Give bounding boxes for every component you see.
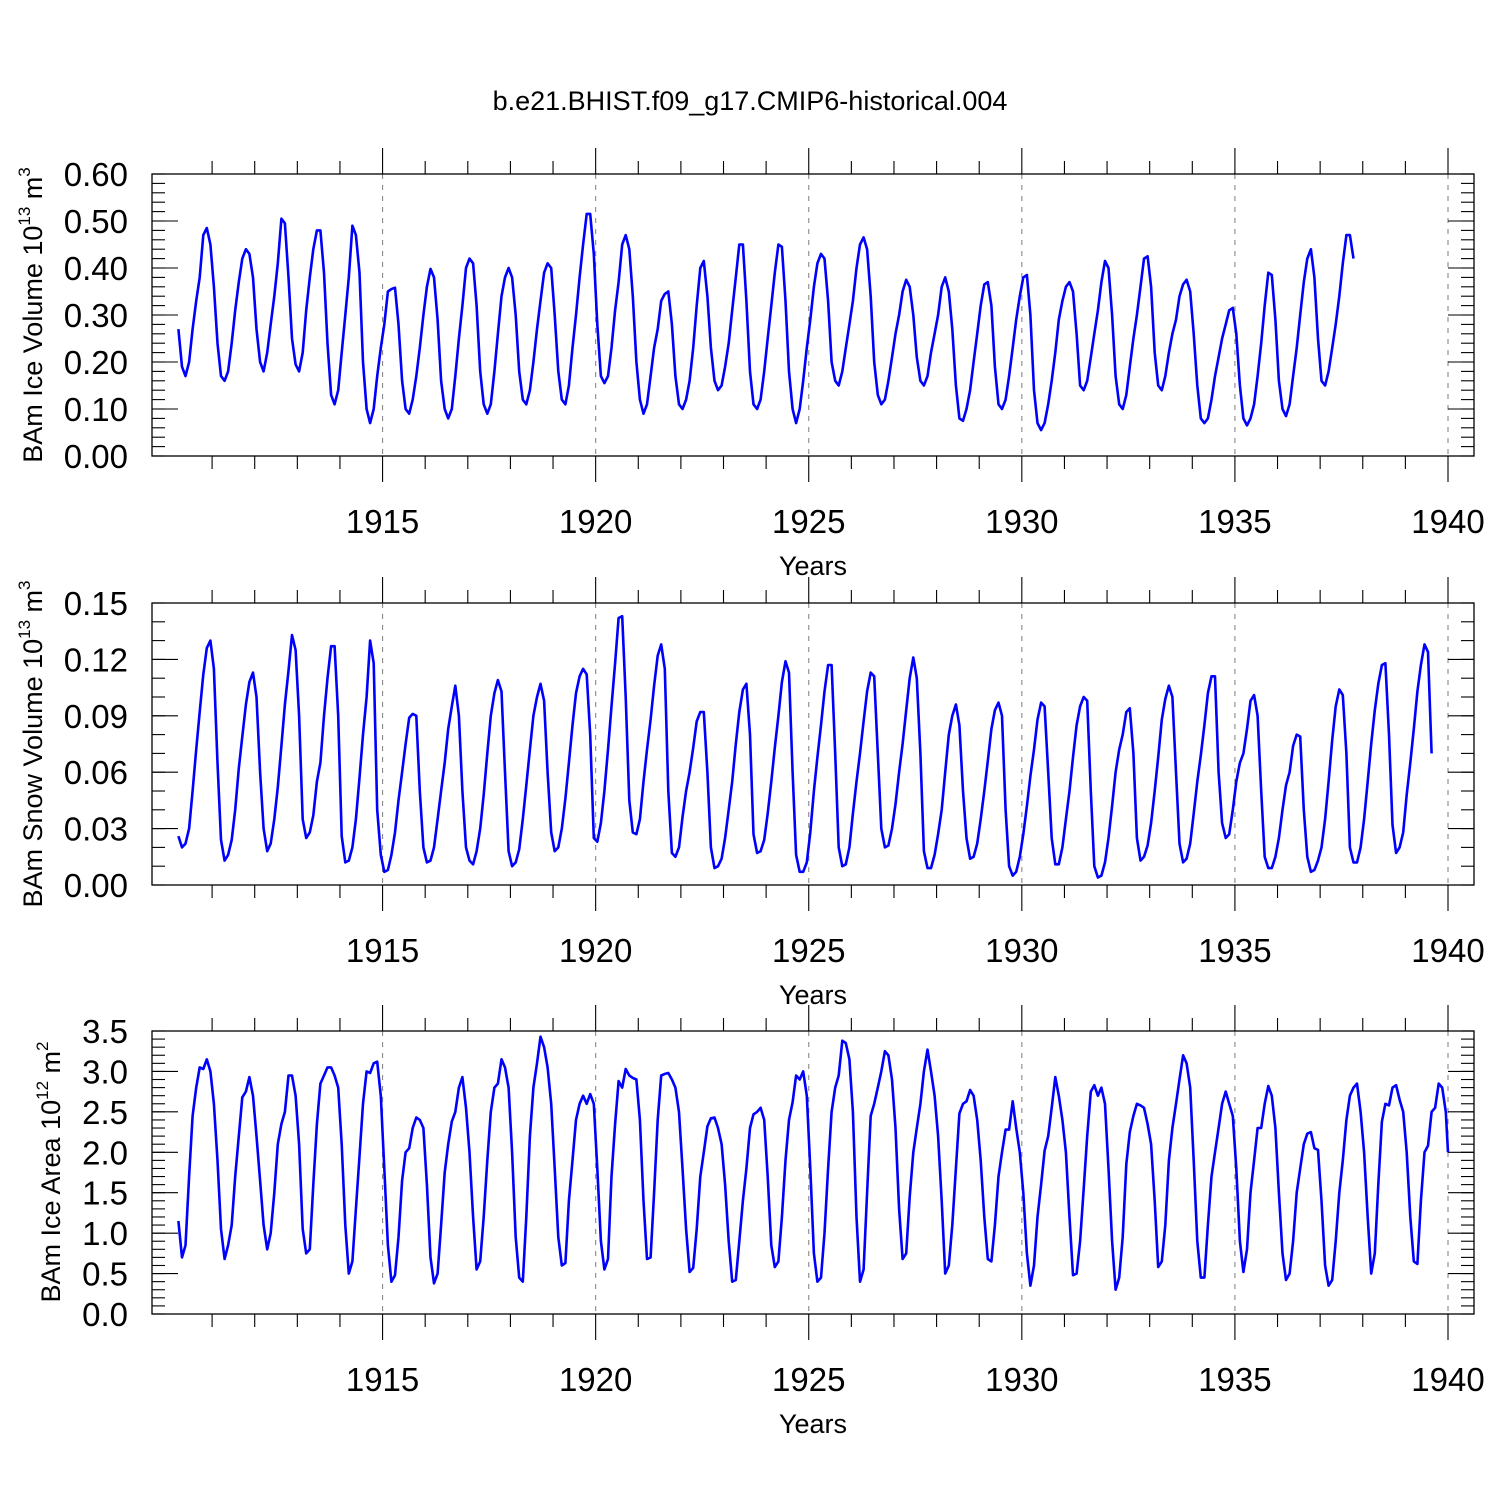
ice-volume-x-axis-label: Years <box>779 551 847 581</box>
ice-area-xtick-label: 1920 <box>559 1361 632 1398</box>
ice-area-y-axis-label-part: BAm Ice Area 10 <box>36 1100 66 1303</box>
ice-area-ytick-label: 0.5 <box>82 1256 128 1293</box>
ice-area-ytick-label: 3.0 <box>82 1053 128 1090</box>
figure-title: b.e21.BHIST.f09_g17.CMIP6-historical.004 <box>493 86 1008 116</box>
ice-area-series-line <box>177 1035 1450 1291</box>
ice-area-xtick-label: 1915 <box>346 1361 419 1398</box>
ice-area-xtick-label: 1935 <box>1198 1361 1271 1398</box>
ice-area-ytick-label: 2.0 <box>82 1134 128 1171</box>
ice-area-y-axis-label-part: m <box>36 1051 66 1081</box>
ice-area-plot-frame <box>151 1030 1475 1315</box>
snow-volume-y-axis-label: BAm Snow Volume 1013 m3 <box>15 580 48 907</box>
snow-volume-xtick-label: 1925 <box>772 932 845 969</box>
snow-volume-xtick-label: 1920 <box>559 932 632 969</box>
ice-volume-ytick-label: 0.50 <box>64 203 128 240</box>
snow-volume-xtick-label: 1930 <box>985 932 1058 969</box>
snow-volume-ytick-label: 0.00 <box>64 867 128 904</box>
snow-volume-y-axis-label-part: BAm Snow Volume 10 <box>18 639 48 908</box>
ice-area-x-axis-label: Years <box>779 1409 847 1439</box>
ice-volume-xtick-label: 1935 <box>1198 503 1271 540</box>
panels-container: 0.00 0.10 0.20 0.30 0.40 0.50 0.60 1915 1920 1925… <box>15 148 1485 1439</box>
snow-volume-plot-frame <box>151 602 1475 886</box>
snow-volume-y-axis-label-part: 13 <box>15 620 34 639</box>
ice-area-y-axis-label-part: 12 <box>33 1081 52 1100</box>
ice-volume-xtick-label: 1930 <box>985 503 1058 540</box>
ice-volume-ytick-label: 0.30 <box>64 297 128 334</box>
ice-volume-xtick-label: 1940 <box>1411 503 1484 540</box>
ice-volume-ytick-label: 0.60 <box>64 156 128 193</box>
ice-volume-xtick-label: 1925 <box>772 503 845 540</box>
ice-area-xtick-label: 1930 <box>985 1361 1058 1398</box>
snow-volume-y-axis-label-part: 3 <box>15 580 34 589</box>
snow-volume-ytick-label: 0.06 <box>64 754 128 791</box>
snow-volume-y-axis-label-part: m <box>18 590 48 620</box>
ice-area-panel: 0.00.5 1.01.5 2.02.5 3.03.5 1915 1920 1925 1930… <box>33 1005 1485 1439</box>
ice-volume-series-line <box>177 212 1355 432</box>
snow-volume-ytick-label: 0.15 <box>64 585 128 622</box>
snow-volume-xtick-label: 1940 <box>1411 932 1484 969</box>
ice-volume-ytick-label: 0.40 <box>64 250 128 287</box>
ice-volume-xtick-label: 1915 <box>346 503 419 540</box>
ice-volume-ytick-label: 0.20 <box>64 344 128 381</box>
ice-area-ytick-label: 2.5 <box>82 1094 128 1131</box>
ice-area-ytick-label: 0.0 <box>82 1296 128 1333</box>
ice-area-y-axis-label: BAm Ice Area 1012 m2 <box>33 1042 66 1303</box>
ice-volume-y-axis-label-part: 13 <box>15 207 34 226</box>
ice-volume-y-axis-label-part: 3 <box>15 167 34 176</box>
ice-area-ytick-label: 1.5 <box>82 1175 128 1212</box>
ice-area-xtick-label: 1925 <box>772 1361 845 1398</box>
snow-volume-series-line <box>177 614 1433 879</box>
ice-area-ytick-label: 1.0 <box>82 1215 128 1252</box>
ice-volume-y-axis-label: BAm Ice Volume 1013 m3 <box>15 167 48 463</box>
snow-volume-xtick-label: 1915 <box>346 932 419 969</box>
ice-volume-y-axis-label-part: BAm Ice Volume 10 <box>18 226 48 463</box>
snow-volume-panel: 0.00 0.03 0.06 0.09 0.12 0.15 1915 1920 1925 1930… <box>15 577 1485 1010</box>
ice-volume-y-axis-label-part: m <box>18 177 48 207</box>
ice-volume-panel: 0.00 0.10 0.20 0.30 0.40 0.50 0.60 1915 1920 1925… <box>15 148 1485 581</box>
ice-volume-ytick-label: 0.10 <box>64 391 128 428</box>
ice-area-ytick-label: 3.5 <box>82 1013 128 1050</box>
snow-volume-ytick-label: 0.03 <box>64 811 128 848</box>
ice-area-xtick-label: 1940 <box>1411 1361 1484 1398</box>
ice-volume-xtick-label: 1920 <box>559 503 632 540</box>
snow-volume-xtick-label: 1935 <box>1198 932 1271 969</box>
ice-volume-ytick-label: 0.00 <box>64 438 128 475</box>
ice-area-y-axis-label-part: 2 <box>33 1042 52 1051</box>
snow-volume-ytick-label: 0.12 <box>64 641 128 678</box>
snow-volume-ytick-label: 0.09 <box>64 698 128 735</box>
snow-volume-x-axis-label: Years <box>779 980 847 1010</box>
